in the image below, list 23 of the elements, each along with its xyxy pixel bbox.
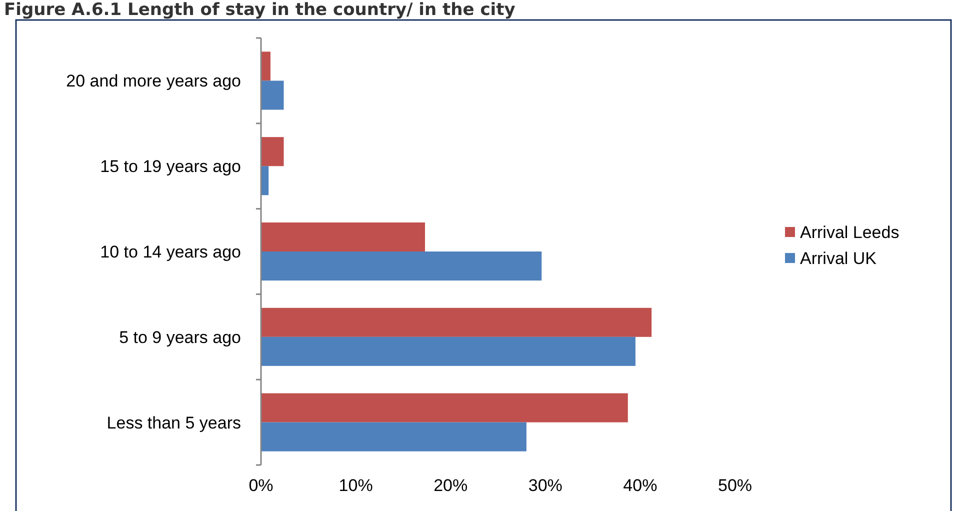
- x-tick-label: 20%: [434, 476, 468, 495]
- legend-label: Arrival Leeds: [800, 222, 900, 242]
- bar: [261, 336, 636, 366]
- y-tick-label: 20 and more years ago: [66, 72, 241, 91]
- x-tick-label: 10%: [338, 476, 373, 495]
- bar: [261, 308, 652, 337]
- y-tick-label: Less than 5 years: [106, 413, 241, 432]
- bar: [261, 393, 628, 422]
- bar: [261, 252, 542, 281]
- x-tick-label: 50%: [718, 476, 752, 495]
- chart-title: Figure A.6.1 Length of stay in the country/ in the city: [4, 0, 516, 20]
- bar: [261, 222, 426, 252]
- y-tick-label: 15 to 19 years ago: [100, 157, 241, 176]
- bar: [261, 422, 526, 452]
- x-tick-label: 30%: [528, 476, 562, 495]
- bar: [261, 80, 284, 110]
- x-tick-label: 0%: [248, 476, 274, 495]
- bar: [261, 137, 284, 166]
- legend-label: Arrival UK: [800, 248, 878, 268]
- x-tick-label: 40%: [623, 476, 658, 495]
- bar: [261, 52, 270, 81]
- y-tick-label: 10 to 14 years ago: [100, 242, 241, 262]
- y-tick-label: 5 to 9 years ago: [119, 328, 241, 347]
